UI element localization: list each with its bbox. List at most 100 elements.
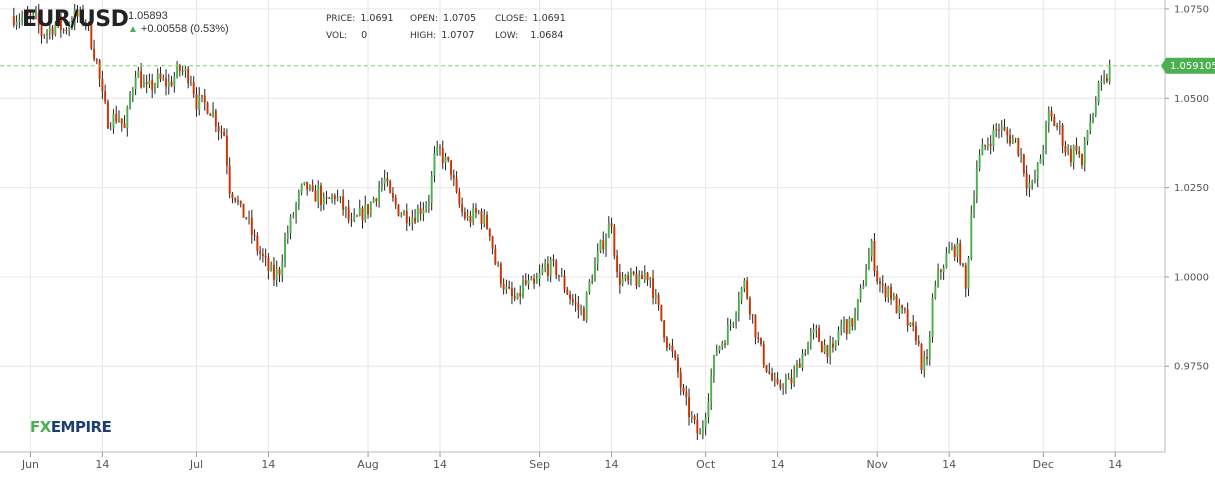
candle-body (57, 15, 60, 25)
candle-body (1083, 140, 1086, 165)
candle-body (118, 118, 120, 122)
candle-body (848, 318, 851, 334)
candle-body (466, 216, 469, 219)
candle-body (610, 223, 613, 227)
candle-body (801, 353, 804, 368)
candle-body (37, 12, 40, 26)
candle-body (87, 22, 90, 24)
candle-body (201, 95, 203, 97)
candle-body (1017, 138, 1020, 156)
candle-body (98, 60, 101, 79)
candle-body (270, 264, 273, 271)
price-change-value: +0.00558 (0.53%) (140, 23, 229, 35)
candle-body (867, 256, 870, 270)
candle-body (220, 131, 223, 133)
candle-body (311, 185, 314, 191)
candle-body (663, 320, 666, 338)
candle-body (1075, 145, 1078, 152)
candle-body (773, 378, 776, 381)
candle-body (62, 29, 65, 31)
candle-body (959, 243, 962, 264)
candle-body (876, 270, 879, 282)
candle-body (771, 373, 774, 381)
candle-body (688, 397, 691, 418)
candle-body (43, 35, 46, 37)
candle-body (549, 259, 552, 276)
candle-body (646, 272, 649, 281)
candle-body (214, 110, 217, 127)
candle-body (411, 217, 414, 224)
candle-body (829, 343, 832, 358)
candle-body (732, 322, 735, 325)
candle-body (347, 207, 350, 220)
candle-body (782, 386, 785, 388)
candle-body (978, 155, 981, 169)
candle-body (654, 294, 657, 298)
candle-body (422, 209, 425, 214)
candle-body (627, 275, 630, 281)
candle-body (555, 261, 558, 276)
candle-body (430, 175, 433, 203)
candle-body (126, 107, 129, 128)
candle-body (914, 325, 917, 341)
candle-body (184, 68, 187, 72)
candle-body (973, 197, 976, 215)
candle-body (486, 214, 488, 229)
candle-body (389, 181, 392, 193)
candle-body (115, 113, 118, 122)
candle-body (784, 379, 787, 387)
candle-body (760, 337, 762, 345)
candle-body (436, 147, 439, 154)
candle-body (181, 70, 184, 72)
candle-body (267, 257, 270, 271)
candle-body (569, 294, 572, 299)
candle-body (145, 82, 148, 85)
candle-body (607, 223, 610, 239)
candle-body (696, 419, 699, 434)
candle-body (956, 243, 959, 257)
candle-body (281, 262, 284, 276)
candle-body (217, 126, 220, 132)
candle-body (1081, 153, 1083, 165)
candle-body (560, 275, 563, 277)
candle-body (1020, 154, 1023, 156)
candle-body (939, 270, 942, 273)
candle-body (1050, 110, 1053, 117)
candle-body (505, 286, 508, 290)
candle-body (483, 214, 486, 224)
x-tick-label: Jun (21, 458, 39, 471)
candle-body (140, 71, 143, 88)
low-readout: LOW: 1.0684 (495, 30, 563, 41)
candle-body (898, 305, 901, 314)
candle-body (450, 160, 453, 176)
candle-body (444, 156, 447, 164)
candle-body (815, 328, 818, 330)
symbol-title: EUR/USD (22, 7, 129, 32)
candle-body (339, 196, 342, 198)
candle-body (538, 273, 541, 279)
candle-body (513, 296, 516, 299)
candle-body (1103, 78, 1106, 81)
candle-body (499, 263, 502, 284)
candle-body (48, 27, 51, 32)
candle-body (843, 319, 845, 326)
candle-body (447, 156, 450, 161)
candle-body (964, 265, 967, 289)
candle-body (322, 197, 325, 205)
candle-body (677, 357, 679, 373)
candle-body (909, 322, 912, 326)
candle-body (397, 204, 400, 216)
candle-body (1047, 110, 1050, 124)
candle-body (629, 271, 632, 281)
candle-body (928, 337, 931, 359)
candle-body (350, 219, 353, 221)
candle-body (223, 131, 226, 136)
candle-body (106, 101, 109, 129)
candle-body (477, 211, 480, 213)
candle-body (638, 275, 641, 287)
candle-body (1031, 181, 1034, 184)
candle-body (1025, 173, 1028, 189)
x-tick-label: Dec (1033, 458, 1054, 471)
candle-body (574, 301, 577, 304)
